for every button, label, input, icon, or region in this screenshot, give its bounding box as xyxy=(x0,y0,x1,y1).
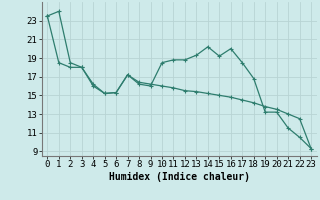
X-axis label: Humidex (Indice chaleur): Humidex (Indice chaleur) xyxy=(109,172,250,182)
